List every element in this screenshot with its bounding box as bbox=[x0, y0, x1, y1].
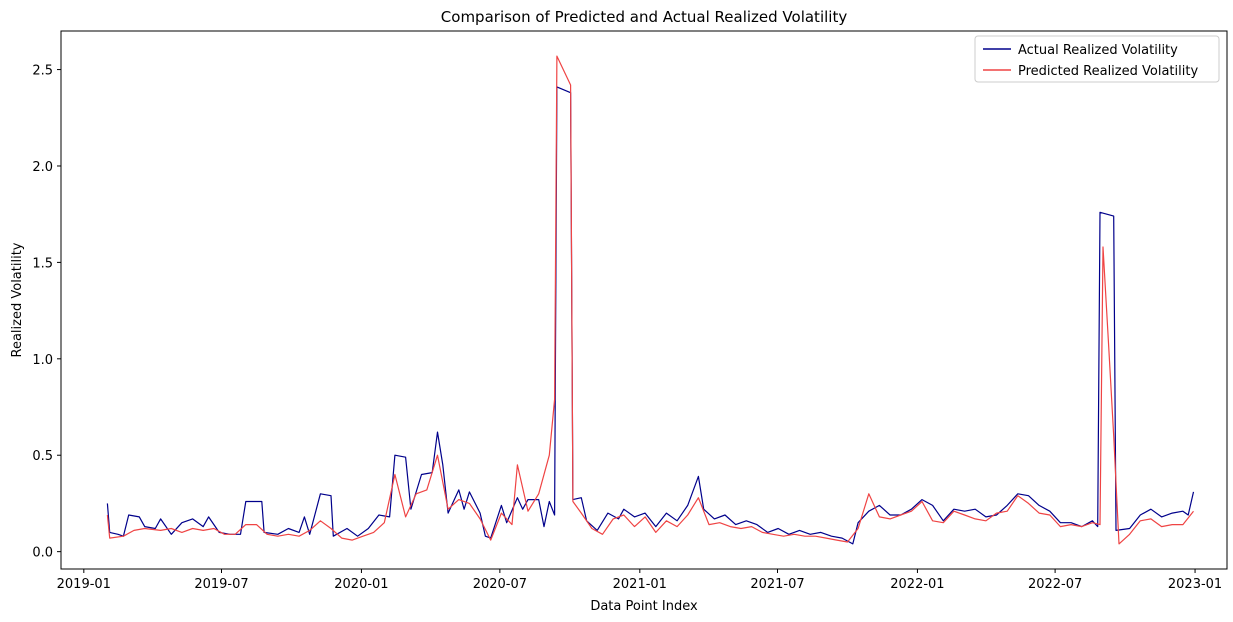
y-tick-label: 0.0 bbox=[32, 546, 53, 561]
x-tick-label: 2020-01 bbox=[334, 577, 388, 592]
y-tick-label: 2.5 bbox=[32, 64, 53, 79]
series-layer bbox=[106, 55, 1195, 545]
y-tick-label: 0.5 bbox=[32, 449, 53, 464]
y-axis-label: Realized Volatility bbox=[10, 242, 25, 357]
x-tick-label: 2020-07 bbox=[473, 577, 527, 592]
legend-label-actual: Actual Realized Volatility bbox=[1018, 43, 1178, 58]
x-tick-label: 2022-07 bbox=[1028, 577, 1082, 592]
actual-volatility-line bbox=[106, 86, 1195, 545]
x-tick-label: 2019-01 bbox=[57, 577, 111, 592]
y-axis: 0.0 0.5 1.0 1.5 2.0 2.5 bbox=[32, 64, 61, 561]
y-tick-label: 1.5 bbox=[32, 256, 53, 271]
y-tick-label: 1.0 bbox=[32, 353, 53, 368]
x-axis: 2019-01 2019-07 2020-01 2020-07 2021-01 2021-… bbox=[57, 569, 1222, 592]
x-tick-label: 2022-01 bbox=[890, 577, 944, 592]
x-tick-label: 2021-07 bbox=[750, 577, 804, 592]
plot-frame bbox=[60, 30, 1228, 570]
y-tick-label: 2.0 bbox=[32, 160, 53, 175]
predicted-volatility-line bbox=[106, 55, 1194, 545]
legend-box bbox=[974, 35, 1220, 83]
x-axis-label: Data Point Index bbox=[590, 599, 698, 614]
chart-title: Comparison of Predicted and Actual Reali… bbox=[441, 8, 848, 26]
x-tick-label: 2021-01 bbox=[613, 577, 667, 592]
legend: Actual Realized Volatility Predicted Rea… bbox=[974, 35, 1220, 83]
x-tick-label: 2019-07 bbox=[194, 577, 248, 592]
x-tick-label: 2023-01 bbox=[1168, 577, 1222, 592]
legend-label-predicted: Predicted Realized Volatility bbox=[1018, 64, 1198, 79]
